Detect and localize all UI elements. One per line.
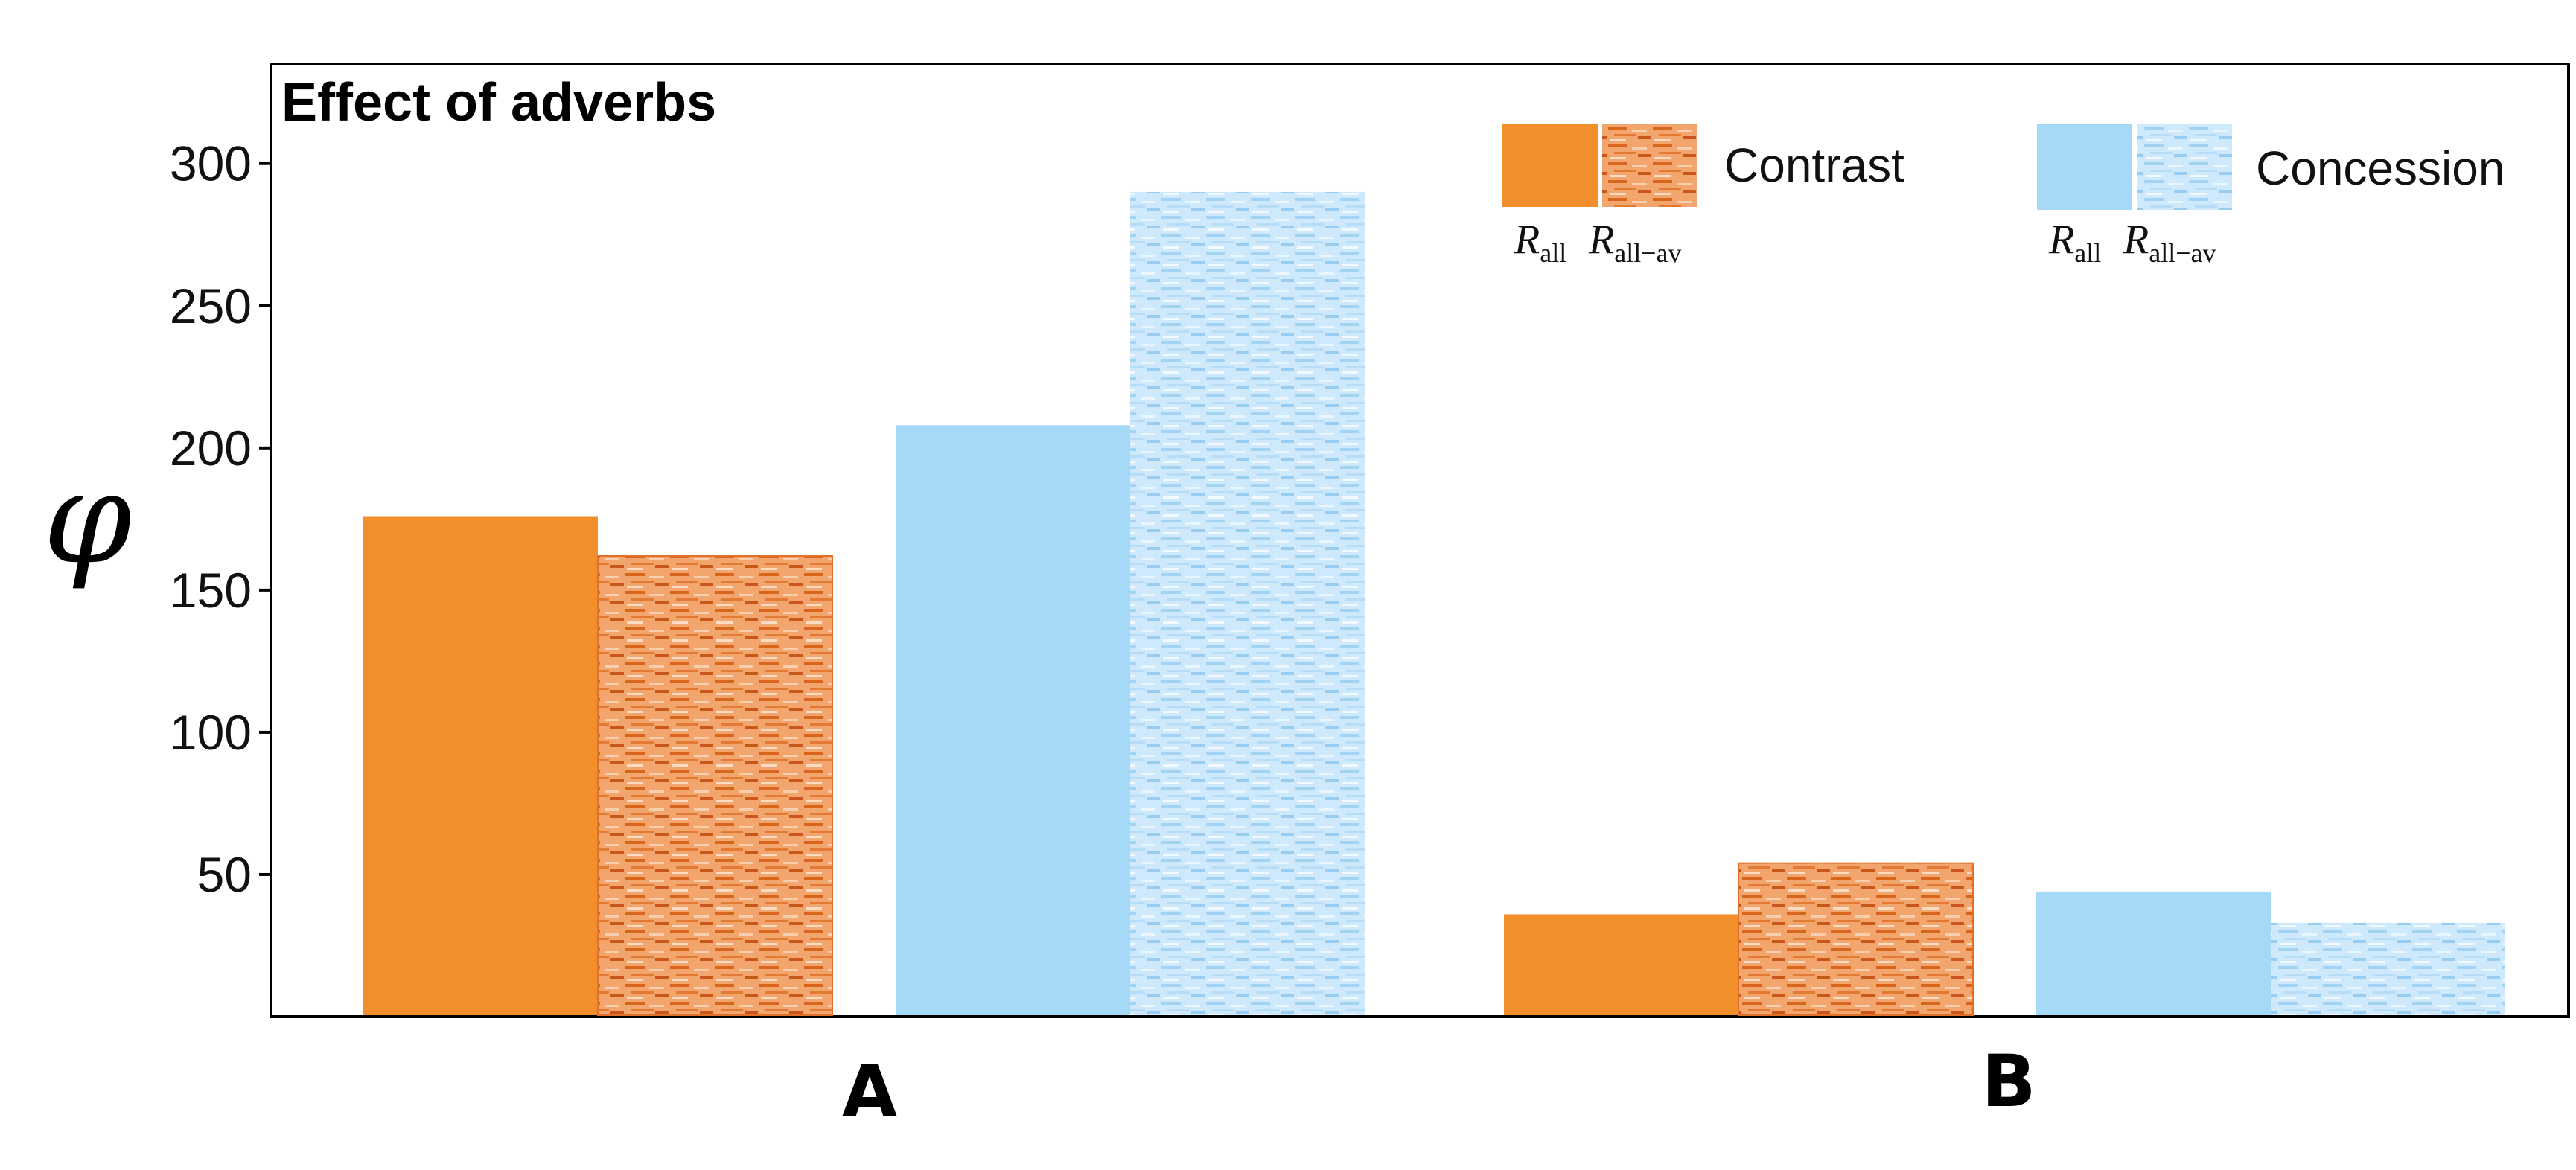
y-tick-label: 150 xyxy=(170,563,252,618)
y-tick-label: 200 xyxy=(170,421,252,476)
bar-contrast-r-all-b xyxy=(1504,914,1738,1015)
x-category-label: B xyxy=(1981,1040,2035,1123)
bar-contrast-r-all-av-b xyxy=(1738,862,1974,1016)
legend-contrast-textured-swatch xyxy=(1602,124,1697,207)
bar-concession-r-all-b xyxy=(2036,891,2271,1015)
plot-frame xyxy=(270,63,2570,1018)
bar-contrast-r-all-av-a xyxy=(597,555,833,1016)
x-category-label: A xyxy=(842,1050,897,1134)
legend-concession-textured-swatch xyxy=(2137,124,2232,210)
bar-concession-r-all-av-b xyxy=(2271,922,2505,1015)
bar-concession-r-all-a xyxy=(896,425,1130,1015)
y-tick-label: 100 xyxy=(170,705,252,760)
legend-concession-r-all: Rall xyxy=(2048,217,2101,268)
legend-concession-solid-swatch xyxy=(2037,124,2132,210)
y-axis-ticks: 50 100 150 200 250 300 xyxy=(170,136,271,902)
y-tick-label: 300 xyxy=(170,136,252,191)
legend-concession: Concession Rall Rall−av xyxy=(2037,124,2505,268)
legend-concession-r-all-av: Rall−av xyxy=(2123,217,2216,268)
bar-contrast-r-all-a xyxy=(363,516,598,1015)
chart-title: Effect of adverbs xyxy=(281,73,716,132)
legend-contrast: Contrast Rall Rall−av xyxy=(1502,124,1904,268)
legend-contrast-r-all: Rall xyxy=(1514,217,1566,268)
bars-group xyxy=(363,191,2505,1016)
y-tick-label: 50 xyxy=(197,847,252,902)
legend-contrast-r-all-av: Rall−av xyxy=(1588,217,1681,268)
legend-concession-label: Concession xyxy=(2256,141,2505,195)
y-axis-label: φ xyxy=(43,445,132,592)
legend-contrast-solid-swatch xyxy=(1502,124,1598,207)
y-tick-label: 250 xyxy=(170,278,252,333)
bar-concession-r-all-av-a xyxy=(1130,191,1365,1015)
legend-contrast-label: Contrast xyxy=(1724,138,1904,192)
